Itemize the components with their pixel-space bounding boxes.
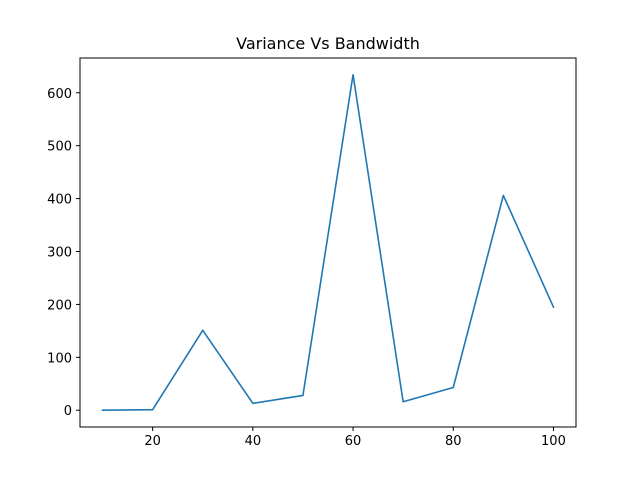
series-line [101,73,555,412]
x-tick-label: 40 [245,434,262,449]
data-point [551,305,556,310]
data-point [100,408,105,413]
y-tick-label: 400 [47,193,72,208]
x-axis: 20 40 60 80 100 [144,427,566,449]
plot-area [80,58,576,427]
data-point [200,328,205,333]
chart-title: Variance Vs Bandwidth [236,34,420,53]
data-point [250,401,255,406]
data-point [150,407,155,412]
y-tick-label: 600 [47,87,72,102]
y-tick-label: 300 [47,245,72,260]
series-layer [100,72,556,413]
plot-frame [79,57,577,428]
x-tick-label: 80 [445,434,462,449]
x-tick-label: 20 [144,434,161,449]
data-point [351,72,356,77]
y-tick-label: 0 [64,404,72,419]
y-axis: 0 100 200 300 400 500 600 [47,87,80,419]
x-tick-label: 100 [541,434,566,449]
y-tick-label: 500 [47,140,72,155]
data-point [451,385,456,390]
y-tick-label: 200 [47,298,72,313]
y-tick-label: 100 [47,351,72,366]
data-point [300,393,305,398]
data-point [401,399,406,404]
data-point [501,193,506,198]
x-tick-label: 60 [345,434,362,449]
